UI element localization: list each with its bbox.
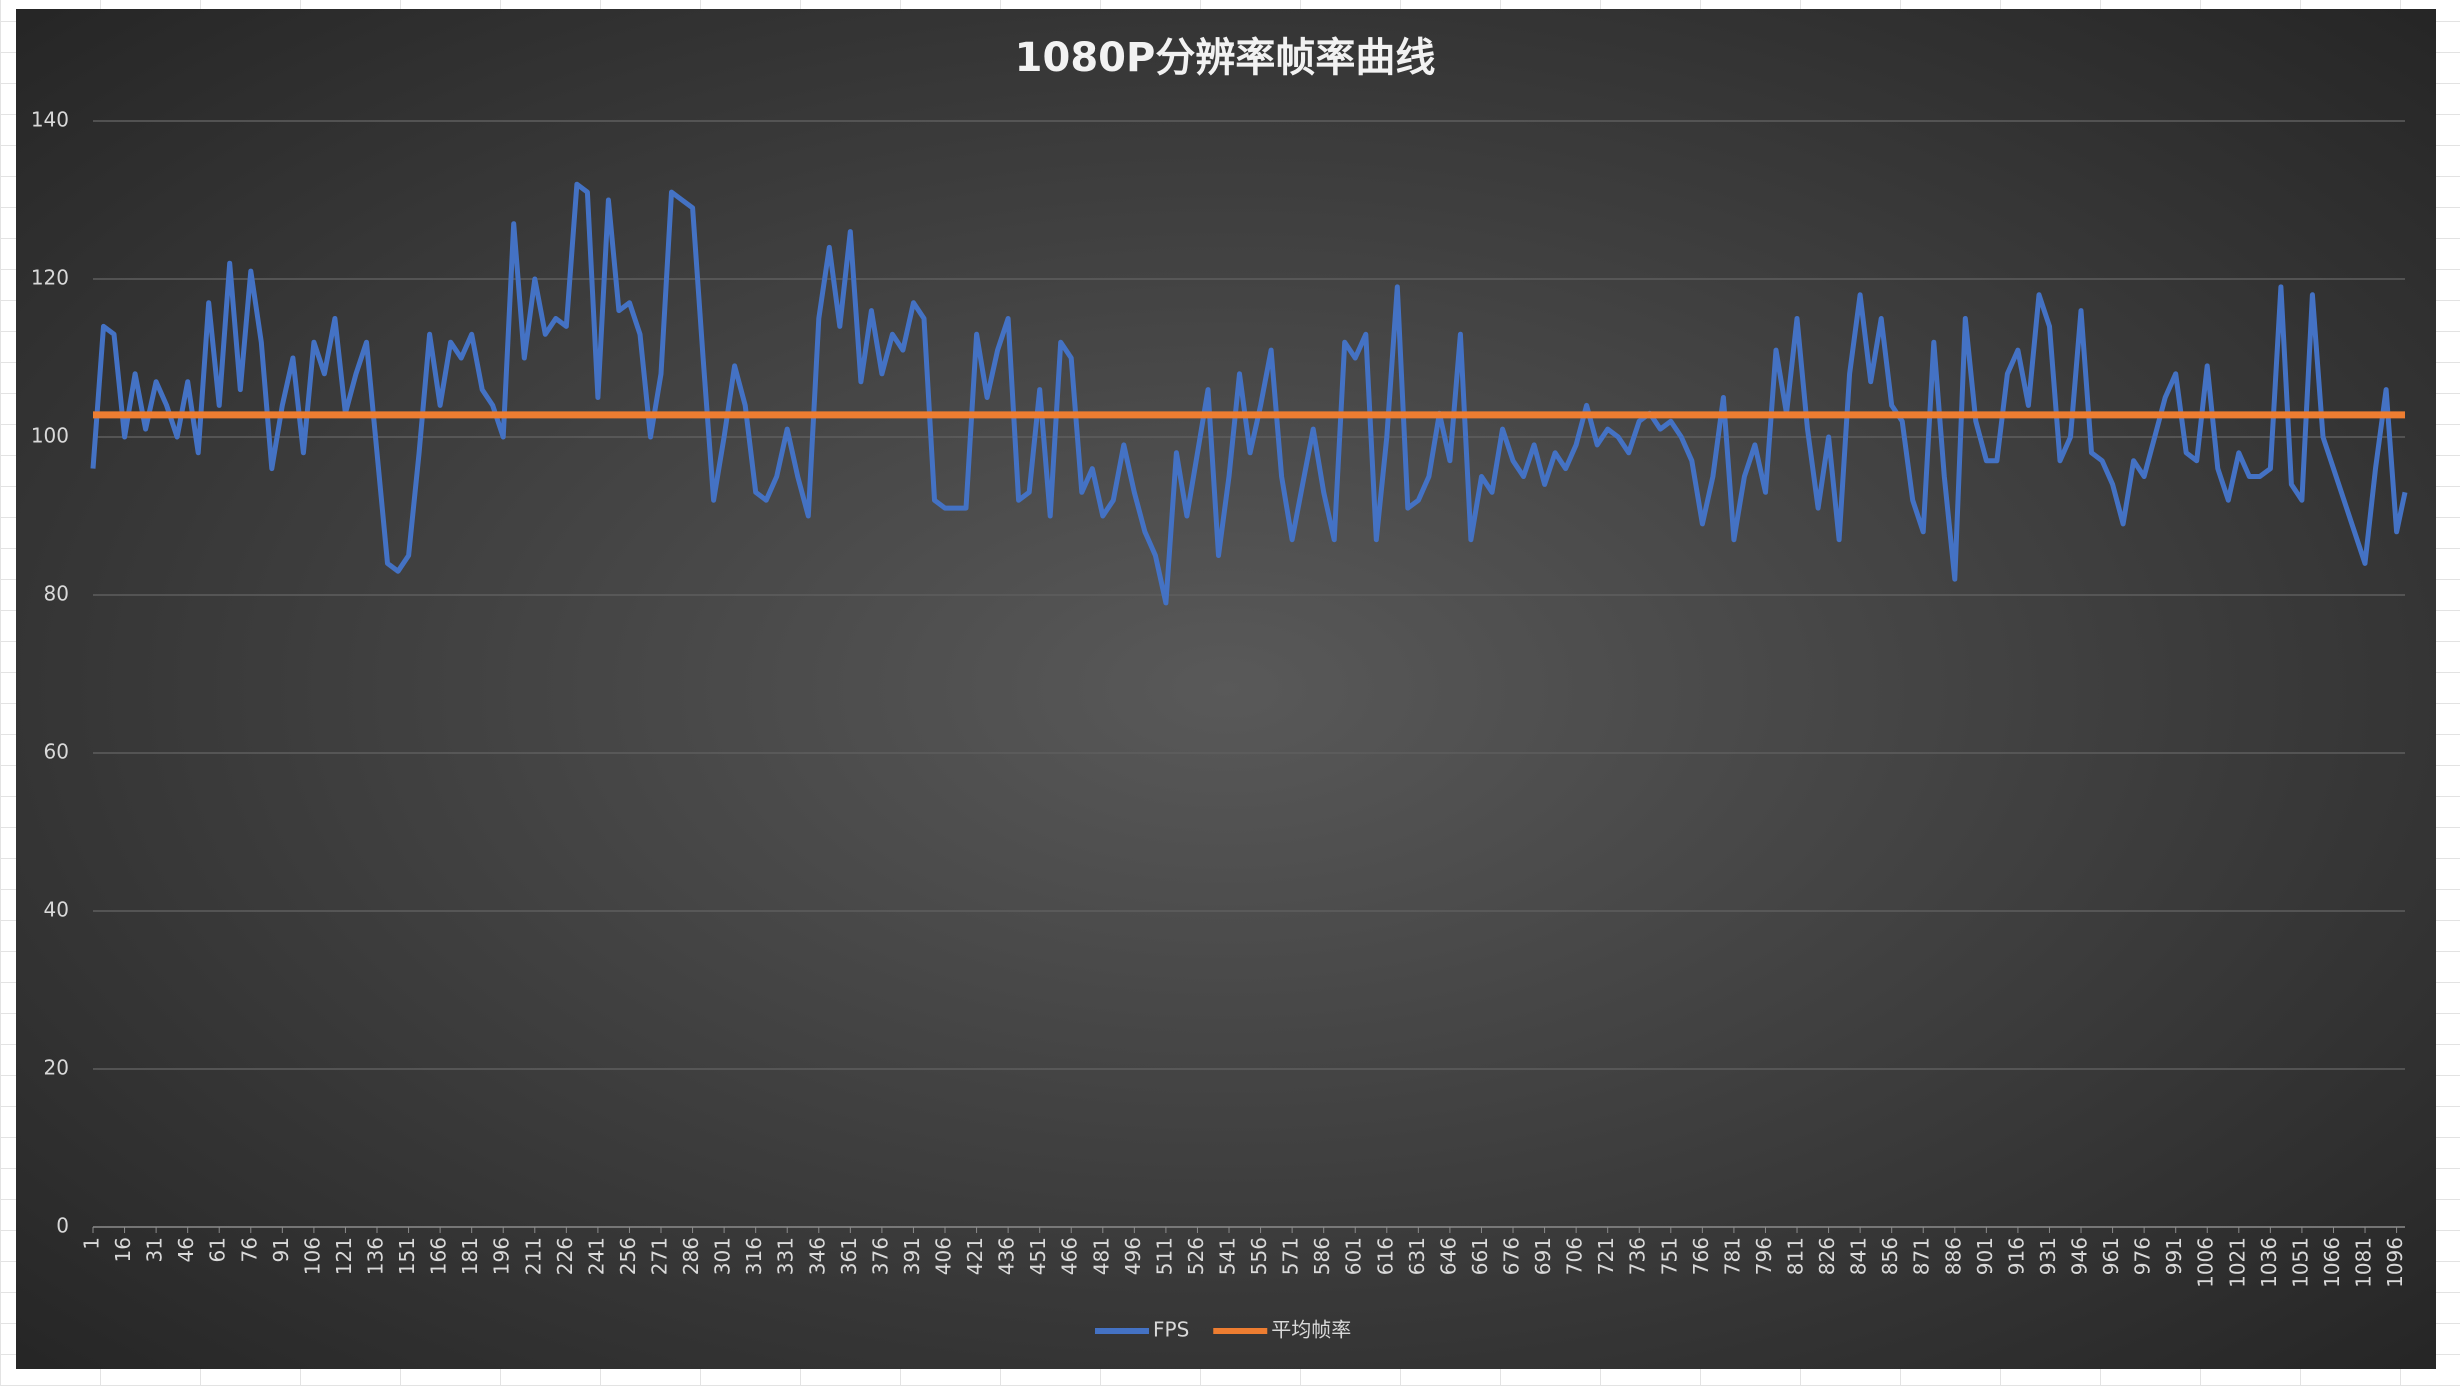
x-tick-label: 961	[2099, 1237, 2123, 1275]
x-tick-label: 481	[1089, 1237, 1113, 1275]
x-tick-label: 931	[2036, 1237, 2060, 1275]
x-tick-label: 511	[1152, 1237, 1176, 1275]
x-tick-label: 556	[1247, 1237, 1271, 1275]
x-tick-label: 301	[711, 1237, 735, 1275]
x-tick-label: 106	[300, 1237, 324, 1275]
x-tick-label: 901	[1973, 1237, 1997, 1275]
x-tick-label: 451	[1026, 1237, 1050, 1275]
x-tick-label: 571	[1279, 1237, 1303, 1275]
x-tick-label: 1066	[2320, 1237, 2344, 1288]
x-tick-label: 721	[1594, 1237, 1618, 1275]
x-tick-label: 211	[521, 1237, 545, 1275]
x-tick-label: 871	[1910, 1237, 1934, 1275]
x-tick-label: 61	[206, 1237, 230, 1262]
legend-label: FPS	[1153, 1318, 1189, 1342]
y-tick-label: 80	[44, 582, 69, 606]
x-tick-label: 496	[1121, 1237, 1145, 1275]
x-tick-label: 766	[1689, 1237, 1713, 1275]
x-tick-label: 706	[1563, 1237, 1587, 1275]
x-tick-label: 121	[332, 1237, 356, 1275]
x-tick-label: 1021	[2225, 1237, 2249, 1288]
x-tick-label: 781	[1720, 1237, 1744, 1275]
legend: FPS 平均帧率	[1095, 1318, 1351, 1342]
x-tick-label: 916	[2004, 1237, 2028, 1275]
x-tick-label: 226	[553, 1237, 577, 1275]
x-tick-label: 616	[1373, 1237, 1397, 1275]
y-tick-label: 100	[31, 424, 69, 448]
x-tick-label: 796	[1752, 1237, 1776, 1275]
x-tick-label: 946	[2068, 1237, 2092, 1275]
x-tick-label: 436	[995, 1237, 1019, 1275]
x-tick-label: 586	[1310, 1237, 1334, 1275]
x-tick-label: 91	[269, 1237, 293, 1262]
x-tick-label: 601	[1342, 1237, 1366, 1275]
x-tick-label: 421	[963, 1237, 987, 1275]
y-tick-label: 60	[44, 740, 69, 764]
y-tick-label: 140	[31, 108, 69, 132]
y-tick-label: 40	[44, 898, 69, 922]
x-tick-label: 376	[868, 1237, 892, 1275]
x-tick-label: 316	[742, 1237, 766, 1275]
x-tick-label: 1096	[2383, 1237, 2407, 1288]
x-tick-label: 391	[900, 1237, 924, 1275]
x-tick-label: 676	[1500, 1237, 1524, 1275]
x-tick-label: 1	[80, 1237, 104, 1250]
x-tick-label: 661	[1468, 1237, 1492, 1275]
x-tick-label: 856	[1878, 1237, 1902, 1275]
x-tick-label: 1036	[2257, 1237, 2281, 1288]
y-tick-label: 120	[31, 266, 69, 290]
x-tick-label: 526	[1184, 1237, 1208, 1275]
x-tick-label: 976	[2131, 1237, 2155, 1275]
y-tick-label: 0	[56, 1214, 69, 1238]
x-tick-label: 76	[237, 1237, 261, 1262]
x-tick-label: 466	[1058, 1237, 1082, 1275]
x-tick-label: 406	[932, 1237, 956, 1275]
y-tick-label: 20	[44, 1056, 69, 1080]
x-tick-label: 1051	[2288, 1237, 2312, 1288]
x-tick-label: 361	[837, 1237, 861, 1275]
x-tick-label: 736	[1626, 1237, 1650, 1275]
x-tick-label: 136	[364, 1237, 388, 1275]
x-tick-label: 181	[458, 1237, 482, 1275]
x-tick-label: 541	[1216, 1237, 1240, 1275]
x-tick-label: 346	[805, 1237, 829, 1275]
legend-label: 平均帧率	[1271, 1318, 1351, 1342]
x-tick-label: 271	[648, 1237, 672, 1275]
x-tick-label: 166	[427, 1237, 451, 1275]
x-tick-label: 256	[616, 1237, 640, 1275]
x-tick-label: 286	[679, 1237, 703, 1275]
x-tick-label: 826	[1815, 1237, 1839, 1275]
x-tick-label: 241	[584, 1237, 608, 1275]
x-tick-label: 1006	[2194, 1237, 2218, 1288]
x-tick-label: 811	[1784, 1237, 1808, 1275]
x-tick-label: 151	[395, 1237, 419, 1275]
x-tick-label: 991	[2162, 1237, 2186, 1275]
x-tick-label: 751	[1657, 1237, 1681, 1275]
chart-background	[16, 9, 2436, 1369]
x-tick-label: 331	[774, 1237, 798, 1275]
line-series	[90, 181, 2408, 606]
x-tick-label: 196	[490, 1237, 514, 1275]
x-tick-label: 841	[1847, 1237, 1871, 1275]
x-tick-label: 886	[1941, 1237, 1965, 1275]
x-tick-label: 31	[143, 1237, 167, 1262]
x-tick-label: 1081	[2352, 1237, 2376, 1288]
x-tick-label: 646	[1436, 1237, 1460, 1275]
x-tick-label: 46	[174, 1237, 198, 1262]
x-tick-label: 631	[1405, 1237, 1429, 1275]
x-tick-label: 691	[1531, 1237, 1555, 1275]
x-tick-label: 16	[111, 1237, 135, 1262]
chart-title: 1080P分辨率帧率曲线	[1015, 35, 1436, 81]
